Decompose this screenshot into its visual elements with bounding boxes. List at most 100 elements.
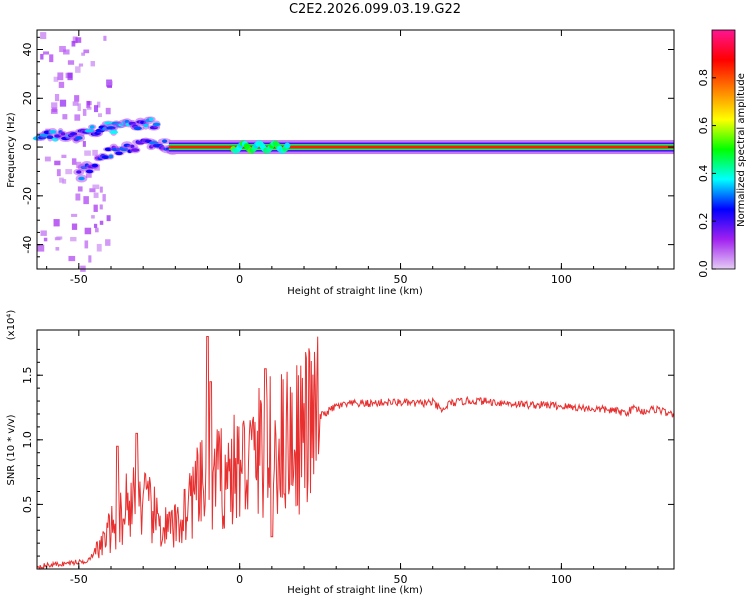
spectrogram-noise-cell <box>75 193 81 201</box>
spectrogram-noise-cell <box>63 49 70 55</box>
colorbar-tick-label: 0.4 <box>697 165 710 183</box>
spectrogram-noise-cell <box>84 227 92 235</box>
spectrogram-upper-band-cell <box>89 125 95 129</box>
spectrogram-ytick-label: 40 <box>21 43 34 57</box>
snr-series-line <box>36 336 675 570</box>
main-line-core <box>168 145 674 149</box>
spectrogram-ylabel: Frequency (Hz) <box>6 112 17 188</box>
spectrogram-noise-cell <box>62 179 67 184</box>
spectrogram-upper-band-cell <box>60 132 66 136</box>
main-line-wiggle-cell <box>284 142 291 149</box>
spectrogram-noise-cell <box>71 223 78 230</box>
snr-ytick-label: 1.5 <box>21 366 34 384</box>
chart-title: C2E2.2026.099.03.19.G22 <box>288 2 462 17</box>
spectrogram-noise-cell <box>83 196 89 205</box>
spectrogram-xtick-label: 50 <box>394 273 408 286</box>
spectrogram-noise-cell <box>86 100 91 109</box>
spectrogram-noise-cell <box>81 52 85 56</box>
spectrogram-noise-cell <box>71 213 78 217</box>
spectrogram-noise-cell <box>106 215 111 222</box>
spectrogram-lower-band-cell <box>115 151 123 156</box>
spectrogram-noise-cell <box>82 141 86 147</box>
spectrogram-noise-cell <box>70 236 77 242</box>
colorbar-tick-label: 0.6 <box>697 117 710 135</box>
spectrogram-noise-cell <box>75 37 82 43</box>
spectrogram-noise-cell <box>71 40 76 47</box>
spectrogram-noise-cell <box>43 237 48 242</box>
spectrogram-noise-cell <box>99 204 103 210</box>
spectrogram-noise-cell <box>62 114 68 120</box>
spectrogram-noise-cell <box>89 188 96 193</box>
spectrogram-noise-cell <box>77 186 83 192</box>
spectrogram-ytick-label: -40 <box>21 236 34 254</box>
spectrogram-upper-band-cell <box>133 126 142 131</box>
spectrogram-noise-cell <box>99 220 104 225</box>
spectrogram-lower-band-cell <box>162 139 168 143</box>
spectrogram-noise-cell <box>88 255 92 263</box>
colorbar-gradient <box>711 29 736 270</box>
spectrogram-ytick-label: 20 <box>21 91 34 105</box>
spectrogram-noise-cell <box>103 35 107 41</box>
spectrogram-noise-cell <box>93 204 98 212</box>
colorbar-tick-label: 0.0 <box>697 260 710 278</box>
spectrogram-xtick-label: 100 <box>551 273 572 286</box>
spectrogram-noise-cell <box>72 36 78 44</box>
spectrogram-panel: -50 0 50 100 -40 -20 0 20 40 Height of straight … <box>6 29 675 297</box>
spectrogram-noise-cell <box>51 102 58 109</box>
spectrogram-noise-cell <box>92 184 100 190</box>
spectrogram-noise-cell <box>99 186 103 193</box>
spectrogram-upper-band-cell <box>109 130 119 134</box>
snr-xtick-label: -50 <box>70 573 88 586</box>
spectrogram-noise-cell <box>59 46 66 53</box>
spectrogram-noise-cell <box>59 177 64 183</box>
spectrogram-noise-cell <box>56 236 63 240</box>
spectrogram-noise-cell <box>93 105 99 113</box>
spectrogram-noise-cell <box>59 99 67 107</box>
spectrogram-noise-cell <box>96 101 101 108</box>
spectrogram-noise-cell <box>74 95 80 102</box>
spectrogram-noise-cell <box>56 169 61 177</box>
spectrogram-noise-cell <box>93 223 98 228</box>
spectrogram-ytick-label: 0 <box>21 144 34 151</box>
spectrogram-noise-cell <box>40 230 47 236</box>
spectrogram-lower-band-cell <box>91 163 99 168</box>
spectrogram-noise-cell <box>95 227 99 233</box>
snr-multiplier: (x10⁴) <box>6 310 17 341</box>
spectrogram-noise-cell <box>78 63 84 67</box>
spectrogram-lower-band-cell <box>85 169 94 174</box>
spectrogram-lower-band-cell <box>130 148 140 152</box>
snr-xtick-label: 100 <box>551 573 572 586</box>
snr-plot-area <box>37 330 674 569</box>
spectrogram-xtick-label: -50 <box>70 273 88 286</box>
spectrogram-noise-cell <box>43 51 50 55</box>
spectrogram-noise-cell <box>54 94 60 102</box>
snr-frame <box>36 329 675 570</box>
spectrogram-noise-cell <box>90 61 96 67</box>
spectrogram-noise-cell <box>84 150 91 156</box>
snr-xtick-label: 50 <box>394 573 408 586</box>
spectrogram-noise-cell <box>92 149 98 156</box>
spectrogram-noise-cell <box>68 255 76 262</box>
spectrogram-frame <box>36 29 675 270</box>
spectrogram-noise-cell <box>76 161 82 169</box>
spectrogram-upper-band-cell <box>48 130 57 134</box>
spectrogram-noise-cell <box>61 154 67 159</box>
spectrogram-upper-band-cell <box>143 123 149 128</box>
spectrogram-noise-cell <box>65 169 73 175</box>
snr-xtick-label: 0 <box>236 573 243 586</box>
snr-ytick-label: 0.5 <box>21 496 34 514</box>
snr-ytick-label: 1.0 <box>21 431 34 449</box>
spectrogram-upper-band-cell <box>148 117 154 122</box>
spectrogram-noise-cell <box>40 53 44 60</box>
spectrogram-noise-cell <box>53 219 60 227</box>
spectrogram-noise-cell <box>58 81 65 88</box>
colorbar-tick-label: 0.2 <box>697 212 710 230</box>
spectrogram-noise-cell <box>54 160 61 166</box>
spectrogram-noise-cell <box>72 101 79 106</box>
spectrogram-noise-cell <box>74 114 81 121</box>
spectrogram-noise-cell <box>57 72 64 81</box>
spectrogram-noise-cell <box>86 106 92 110</box>
spectrogram-noise-cell <box>55 247 60 251</box>
spectrogram-noise-cell <box>71 158 77 165</box>
